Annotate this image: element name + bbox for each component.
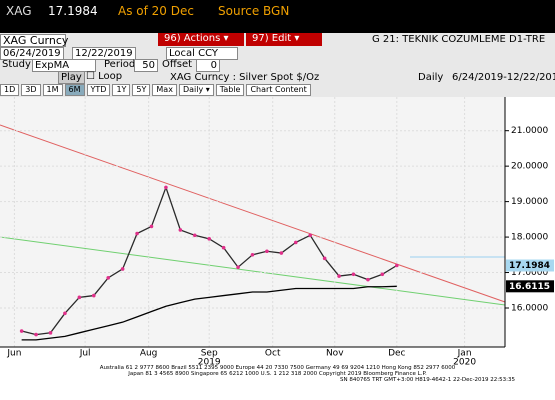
x-tick-label: Aug [140, 349, 158, 359]
tab[interactable]: 6M [64, 84, 85, 96]
data-point [279, 251, 284, 255]
date-range: 6/24/2019-12/22/2019 [452, 72, 555, 83]
tab[interactable]: YTD [86, 84, 111, 96]
data-point [135, 231, 139, 236]
series-line [21, 285, 397, 341]
tab[interactable]: 5Y [132, 84, 151, 96]
offset-label: Offset [162, 59, 193, 70]
data-point [149, 224, 154, 229]
top-bar: XAG 17.1984 As of 20 Dec Source BGN [0, 0, 555, 22]
period-label: Period [104, 59, 136, 70]
data-point [120, 267, 125, 271]
tab[interactable]: Daily ▾ [178, 84, 214, 96]
data-point [63, 311, 67, 316]
price: 17.1984 [48, 4, 98, 18]
x-tick-label: Oct [265, 349, 281, 359]
data-point [236, 265, 240, 270]
year-label: 2020 [453, 358, 476, 366]
y-tick-label: 19.0000 [511, 197, 548, 207]
last-price-label: 16.6115 [509, 282, 550, 292]
period[interactable]: 50 [134, 59, 158, 72]
edit-menu[interactable]: 97) Edit ▾ [246, 33, 322, 46]
x-tick-label: Jan [457, 349, 472, 359]
tab[interactable]: Table [215, 84, 245, 96]
data-point [380, 272, 385, 277]
year-label: 2019 [198, 358, 221, 366]
actions-menu[interactable]: 96) Actions ▾ [158, 33, 244, 46]
x-tick-label: Jun [6, 349, 21, 359]
data-point [250, 253, 255, 257]
security-field[interactable]: XAG Curncy [0, 34, 68, 47]
last-price-tag [506, 280, 554, 293]
chart-title: XAG Curncy : Silver Spot $/Oz [170, 72, 320, 83]
end-date[interactable]: 12/22/2019 [72, 47, 136, 60]
data-point [106, 276, 111, 280]
tab[interactable]: 1M [42, 84, 63, 96]
tab[interactable]: 3D [21, 84, 41, 96]
loop-label: Loop [98, 71, 123, 82]
data-point [265, 249, 269, 254]
ticker: XAG [6, 4, 32, 18]
y-tick-label: 17.0000 [511, 268, 548, 278]
loop-checkbox[interactable]: ☐ Loop [86, 71, 123, 82]
y-tick-label: 18.0000 [511, 233, 548, 243]
play-button[interactable]: Play [58, 71, 85, 84]
footer-line: Japan 81 3 4565 8900 Singapore 65 6212 1… [128, 371, 427, 377]
x-tick-label: Dec [388, 349, 405, 359]
tab[interactable]: Max [152, 84, 177, 96]
footer-line: Australia 61 2 9777 8600 Brazil 5511 239… [99, 365, 456, 371]
data-point [77, 295, 82, 300]
chart: 16.0000 17.0000 18.0000 19.0000 20.0000 21.00… [0, 97, 555, 365]
tab-row: 1D 3D 1M 6M YTD 1Y 5Y Max Daily ▾ Table Chart Cont… [0, 84, 311, 96]
frequency: Daily [418, 72, 444, 83]
y-tick-label: 16.0000 [511, 303, 548, 313]
data-point [293, 240, 298, 245]
data-point [394, 263, 399, 268]
data-point [207, 237, 212, 241]
page-name: G 21: TEKNIK COZUMLEME D1-TRE [372, 34, 546, 45]
data-point [351, 272, 356, 277]
data-point [19, 329, 24, 333]
footer: Australia 61 2 9777 8600 Brazil 5511 239… [0, 365, 555, 400]
x-tick-label: Nov [326, 349, 344, 359]
x-axis-background [0, 347, 505, 365]
data-point [322, 256, 327, 261]
footer-line: SN 840765 TRT GMT+3:00 H819-4642-1 22-De… [340, 377, 515, 383]
x-tick-label: Jul [79, 349, 91, 359]
last-price-tag [506, 259, 554, 272]
last-price-label: 17.1984 [509, 261, 550, 271]
as-of: As of 20 Dec [118, 4, 194, 18]
data-point [91, 293, 96, 298]
x-tick-label: Sep [201, 349, 218, 359]
offset[interactable]: 0 [196, 59, 220, 72]
data-point [164, 185, 168, 190]
trend-line [0, 236, 506, 306]
data-point [178, 228, 183, 232]
study-label: Study [2, 59, 31, 70]
data-point [48, 331, 53, 335]
source: Source BGN [218, 4, 290, 18]
data-point [221, 245, 226, 250]
y-tick-label: 21.0000 [511, 126, 548, 136]
data-point [366, 277, 370, 282]
tab[interactable]: 1Y [112, 84, 131, 96]
y-tick-label: 20.0000 [511, 162, 548, 172]
data-point [337, 274, 341, 278]
data-point [34, 332, 38, 337]
tab[interactable]: 1D [0, 84, 20, 96]
tab[interactable]: Chart Content [246, 84, 311, 96]
start-date[interactable]: 06/24/2019 [0, 47, 64, 60]
axis-background [505, 97, 555, 365]
plot-background [0, 97, 505, 347]
data-point [308, 233, 313, 238]
data-point [192, 233, 197, 238]
